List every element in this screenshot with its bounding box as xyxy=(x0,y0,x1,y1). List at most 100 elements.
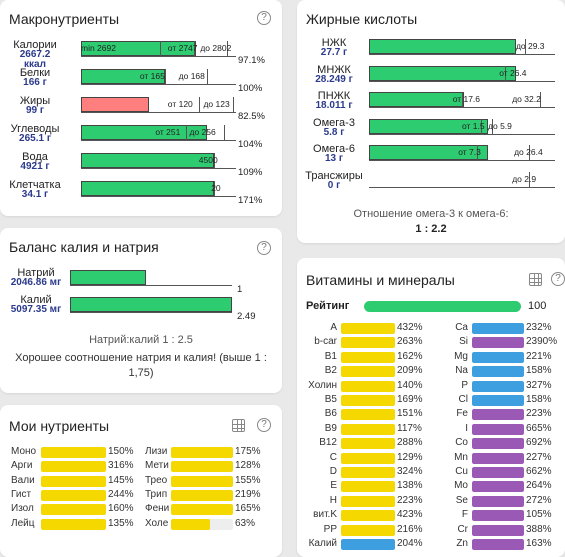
grid-icon[interactable] xyxy=(232,419,245,432)
pill-name: B2 xyxy=(324,365,337,377)
nutrient-value: 2046.86 мг xyxy=(10,277,62,288)
nutrient-fill-bar xyxy=(81,181,215,196)
nutrient-label: Углеводы 265.1 г xyxy=(2,124,68,144)
pill-percent: 63% xyxy=(235,517,256,529)
pill-percent: 216% xyxy=(397,523,423,535)
pill-row: Фени 165% xyxy=(145,503,280,517)
range-tick xyxy=(160,41,162,57)
kna-ratio: Натрий:калий 1 : 2.5 xyxy=(89,334,193,346)
range-mark: до 2.9 xyxy=(512,173,537,184)
pill-percent: 432% xyxy=(397,322,423,333)
range-mark: до 5.9 xyxy=(488,120,512,131)
pill-row: b-car 263% xyxy=(301,336,426,350)
pill-name: F xyxy=(461,509,468,521)
pill-percent: 163% xyxy=(526,538,552,549)
pill-bar xyxy=(341,438,395,450)
pill-name: Трип xyxy=(145,488,168,500)
nutrient-fill-bar xyxy=(81,69,165,84)
pill-bar xyxy=(472,481,524,493)
pill-bar xyxy=(472,337,524,349)
range-tick xyxy=(226,41,228,57)
nutrient-value: 34.1 г xyxy=(21,189,49,200)
pill-bar xyxy=(341,409,395,421)
nutrient-percent: 109% xyxy=(238,167,263,178)
help-icon[interactable]: ? xyxy=(257,11,271,25)
pill-fill xyxy=(41,461,106,473)
nutrient-name: Клетчатка xyxy=(9,179,61,191)
pill-row: Ca 232% xyxy=(427,322,562,336)
range-tick xyxy=(504,65,506,82)
omega-ratio: Отношение омега-3 к омега-6: 1 : 2.2 xyxy=(297,207,565,237)
nutrient-unit: ккал xyxy=(24,59,46,70)
pill-percent: 263% xyxy=(397,336,423,348)
pill-name: B1 xyxy=(324,350,337,362)
range-mark: от 17.6 xyxy=(452,94,481,104)
pill-row: Мети 128% xyxy=(145,460,280,474)
nutrient-track: min 2692 от 2747 до 2802 xyxy=(81,41,236,57)
pill-percent: 162% xyxy=(397,350,423,362)
nutrient-fill-bar xyxy=(81,41,196,56)
nutrient-value: 18.011 г xyxy=(315,100,353,111)
nutrient-fill-bar xyxy=(70,297,232,312)
pill-percent: 135% xyxy=(108,517,134,529)
pill-bar xyxy=(341,467,395,478)
pill-bar xyxy=(472,452,524,464)
pill-fill xyxy=(472,495,524,507)
pill-name: B9 xyxy=(324,422,337,434)
kna-note: Хорошее соотношение натрия и калия! (выш… xyxy=(15,352,267,379)
pill-bar xyxy=(171,447,233,458)
nutrient-name: Белки xyxy=(19,67,51,79)
pill-name: Лизи xyxy=(145,446,168,457)
pill-name: Фени xyxy=(145,503,170,515)
pill-percent: 209% xyxy=(397,365,423,377)
pill-bar xyxy=(472,366,524,378)
pill-name: D xyxy=(329,466,337,477)
range-tick xyxy=(223,125,225,141)
pill-fill xyxy=(341,366,395,378)
nutrient-row: МНЖК 28.249 г от 26.4 xyxy=(297,64,565,92)
pill-fill xyxy=(472,510,524,522)
pill-bar xyxy=(341,423,395,435)
grid-icon[interactable] xyxy=(529,273,542,286)
pill-percent: 138% xyxy=(397,480,423,492)
pill-fill xyxy=(171,447,233,458)
help-icon[interactable]: ? xyxy=(257,241,271,255)
nutrient-track xyxy=(70,297,232,313)
nutrient-label: Калий 5097.35 мг xyxy=(4,295,68,315)
pill-bar xyxy=(341,351,395,363)
pill-fill xyxy=(472,467,524,478)
pill-fill xyxy=(341,423,395,435)
pill-percent: 272% xyxy=(526,494,552,506)
nutrient-row: Вода 4921 г 4500 109% xyxy=(0,152,282,180)
pill-fill xyxy=(171,518,211,530)
pill-name: A xyxy=(330,322,337,333)
nutrient-row: Углеводы 265.1 г от 251 до 256 104% xyxy=(0,124,282,152)
pill-name: I xyxy=(465,422,468,434)
pill-bar xyxy=(472,423,524,435)
pill-fill xyxy=(472,337,524,349)
range-mark: до 168 xyxy=(178,71,205,81)
pill-row: Mn 227% xyxy=(427,452,562,466)
pill-bar xyxy=(472,495,524,507)
nutrient-value: 166 г xyxy=(23,77,47,88)
nutrient-value: 5097.35 мг xyxy=(10,304,62,315)
nutrient-track: до 2.9 xyxy=(369,171,555,188)
fatty-card: Жирные кислоты НЖК 27.7 г до 29.3 МНЖК 28.24… xyxy=(297,0,565,243)
range-mark: от 1.5 xyxy=(462,120,485,131)
pill-row: вит.K 423% xyxy=(301,509,426,523)
pill-percent: 151% xyxy=(397,408,423,420)
range-tick xyxy=(194,41,196,57)
pill-row: Cr 388% xyxy=(427,524,562,538)
pill-percent: 227% xyxy=(526,451,552,463)
pill-bar xyxy=(472,539,524,550)
pill-bar xyxy=(472,467,524,478)
pill-percent: 158% xyxy=(526,365,552,377)
pill-percent: 145% xyxy=(108,474,134,486)
nutrient-value: 4921 г xyxy=(20,161,50,172)
pill-name: Na xyxy=(455,365,468,377)
fatty-title: Жирные кислоты xyxy=(306,11,418,27)
pill-row: Mo 264% xyxy=(427,480,562,494)
nutrient-label: Жиры 99 г xyxy=(2,96,68,116)
help-icon[interactable]: ? xyxy=(551,272,565,286)
help-icon[interactable]: ? xyxy=(257,418,271,432)
